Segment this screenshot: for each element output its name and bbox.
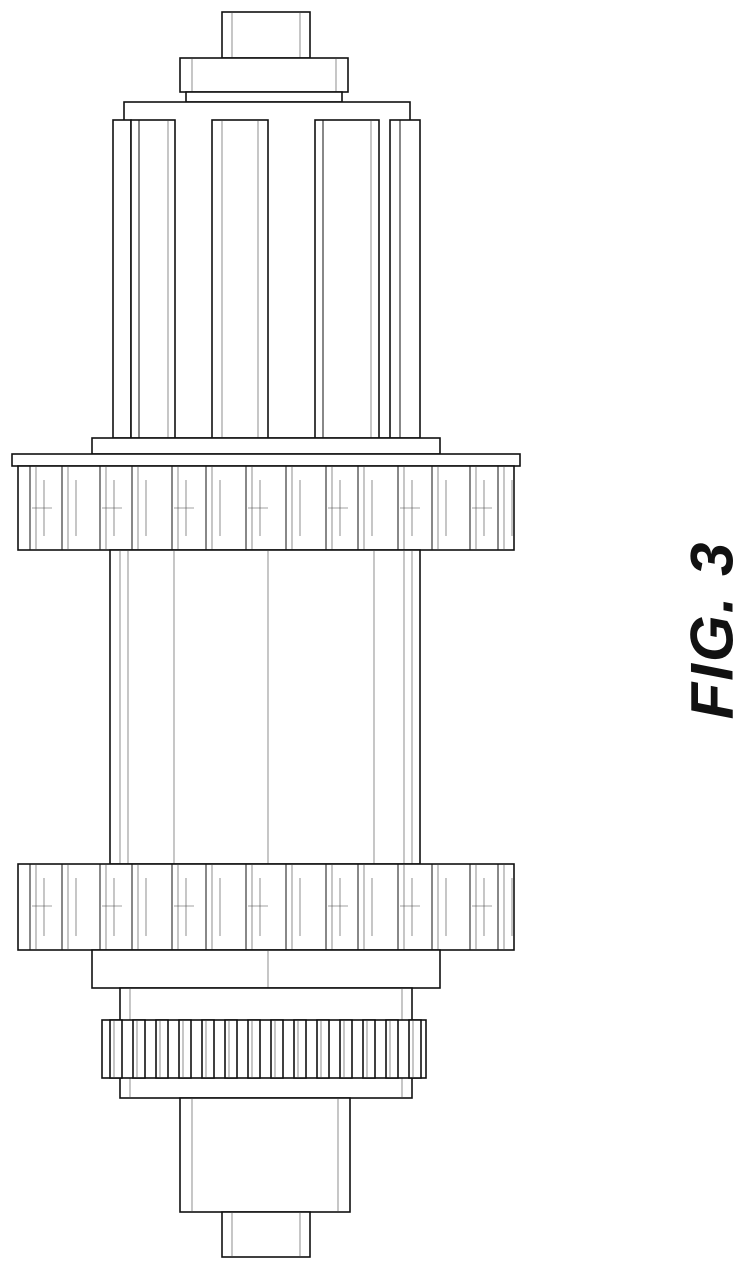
upper-flange [12,454,520,550]
figure-label: FIG. 3 [678,541,744,720]
lower-flange [18,864,514,950]
top-cap-nut [180,58,348,102]
hub-shell [110,550,420,864]
rotor-splines [102,1020,426,1078]
freehub-body [92,102,440,454]
lower-axle-end [180,1098,350,1257]
top-axle-end [222,12,310,58]
